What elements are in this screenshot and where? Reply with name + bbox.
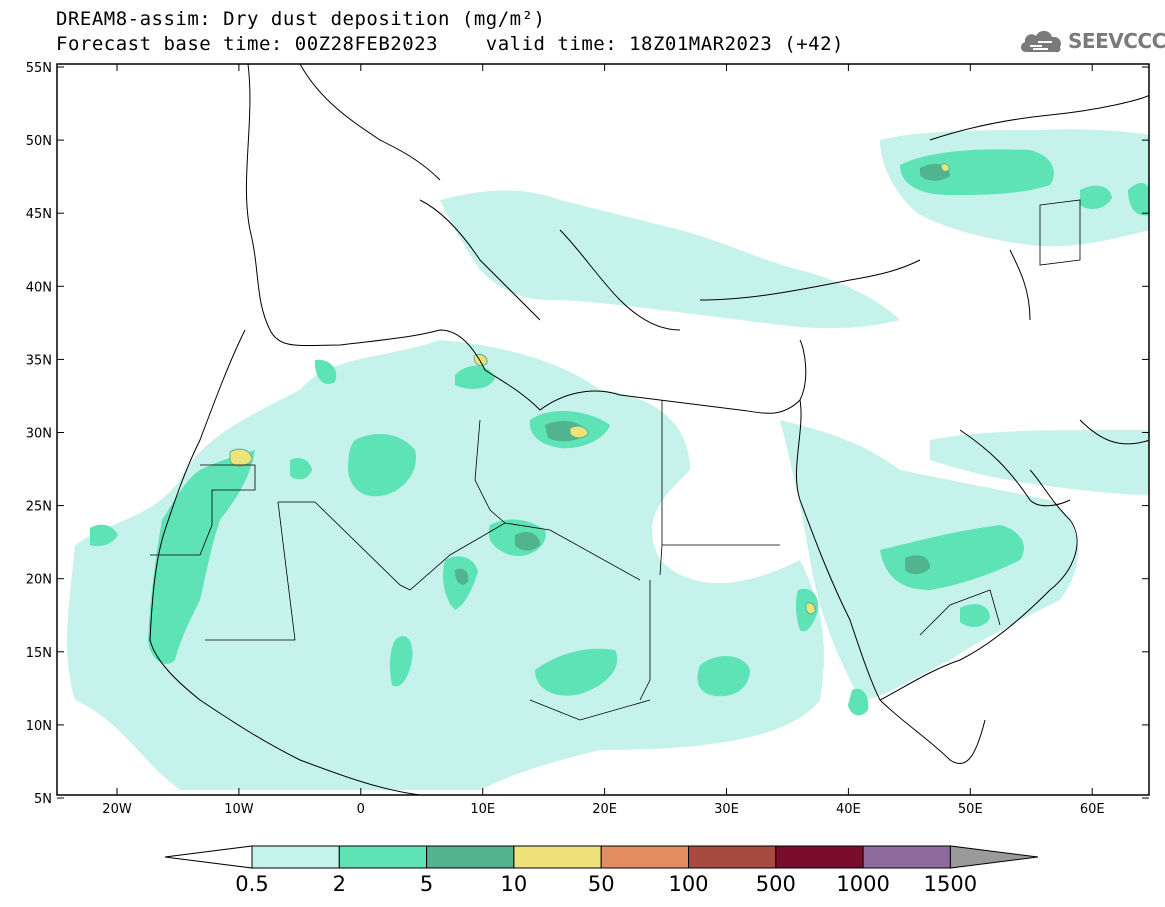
lat-label: 35N [26, 353, 52, 368]
colorbar-label: 50 [588, 872, 615, 896]
colorbar-swatch [251, 845, 340, 869]
plot-frame [56, 63, 1150, 796]
colorbar-swatch [338, 845, 428, 869]
longitude-axis: 20W 10W 0 10E 20E 30E 40E 50E 60E [102, 64, 1105, 817]
colorbar-under-arrow [164, 845, 253, 869]
borders [150, 199, 1081, 721]
lat-label: 55N [26, 61, 52, 76]
lon-label: 10W [224, 802, 254, 817]
lon-label: 20E [592, 802, 617, 817]
colorbar-swatch [426, 845, 515, 869]
colorbar-label: 100 [668, 872, 708, 896]
lon-label: 30E [714, 802, 739, 817]
lat-label: 15N [26, 646, 52, 661]
colorbar-label: 0.5 [235, 872, 268, 896]
lat-label: 50N [26, 134, 52, 149]
lat-label: 45N [26, 207, 52, 222]
latitude-axis: 55N 50N 45N 40N 35N 30N 25N 20N 15N 10N 5N [26, 61, 1149, 807]
lat-label: 20N [26, 573, 52, 588]
lat-label: 25N [26, 500, 52, 515]
lon-label: 60E [1080, 802, 1105, 817]
lon-label: 10E [470, 802, 495, 817]
colorbar-swatch [775, 845, 864, 869]
colorbar-label: 1000 [836, 872, 889, 896]
map-title: DREAM8-assim: Dry dust deposition (mg/m²… [56, 8, 546, 30]
coastlines [149, 64, 1149, 795]
lon-label: 0 [357, 802, 365, 817]
lon-label: 40E [836, 802, 861, 817]
colorbar-label: 2 [333, 872, 346, 896]
colorbar-swatch [862, 845, 951, 869]
colorbar-swatch [513, 845, 602, 869]
cloud-icon [1020, 30, 1062, 53]
colorbar-over-arrow [949, 845, 1039, 869]
colorbar-swatch [688, 845, 777, 869]
colorbar-swatch [600, 845, 690, 869]
lat-label: 5N [34, 792, 52, 807]
colorbar-label: 500 [756, 872, 796, 896]
colorbar-label: 5 [420, 872, 433, 896]
dust-layer [67, 129, 1149, 790]
lon-label: 50E [958, 802, 983, 817]
colorbar: 0.5 2 5 10 50 100 500 1000 1500 [164, 845, 1039, 896]
lat-label: 40N [26, 280, 52, 295]
lat-label: 10N [26, 719, 52, 734]
logo-text: SEEVCCC [1068, 29, 1165, 53]
map-subtitle: Forecast base time: 00Z28FEB2023 valid t… [56, 33, 844, 55]
colorbar-label: 10 [501, 872, 528, 896]
lon-label: 20W [102, 802, 132, 817]
colorbar-label: 1500 [924, 872, 977, 896]
seevccc-logo: SEEVCCC [1018, 24, 1165, 58]
lat-label: 30N [26, 427, 52, 442]
